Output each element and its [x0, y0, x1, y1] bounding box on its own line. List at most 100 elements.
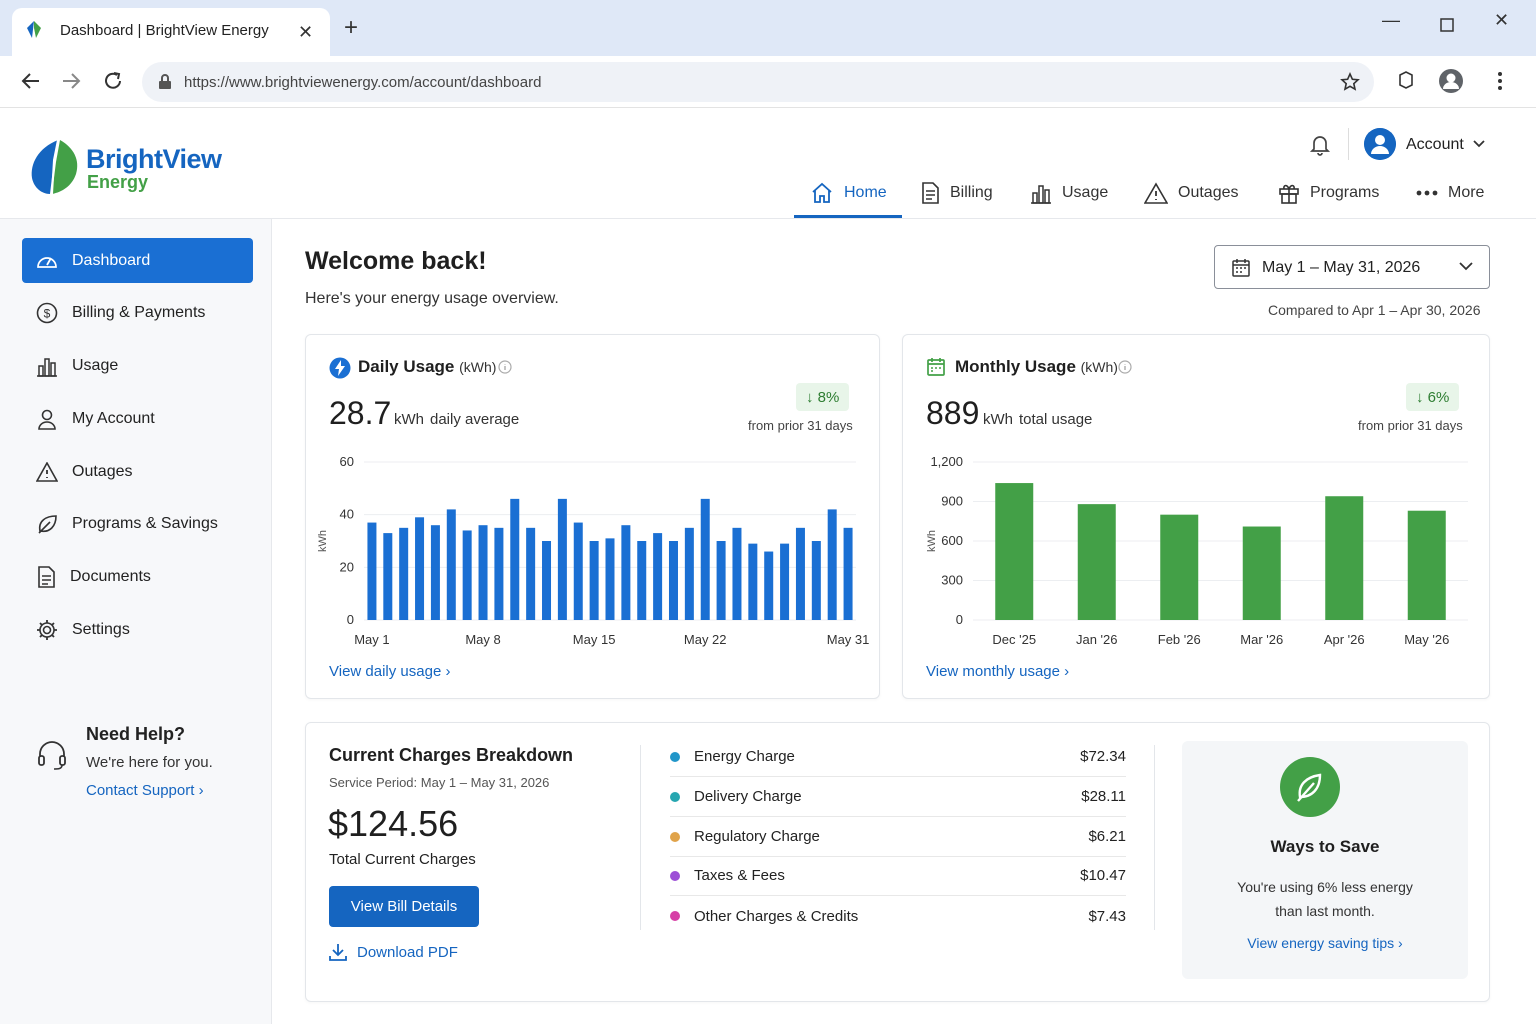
charge-name: Energy Charge [694, 748, 795, 765]
back-icon[interactable] [20, 70, 42, 92]
nav-outages[interactable]: Outages [1144, 168, 1238, 218]
calendar-icon [1232, 259, 1250, 277]
info-icon[interactable] [1118, 360, 1132, 374]
contact-support-link[interactable]: Contact Support › [86, 782, 204, 799]
bar [843, 527, 853, 620]
x-tick-label: Dec '25 [992, 632, 1036, 647]
sidebar-item-outages[interactable]: Outages [22, 449, 253, 494]
menu-dots-icon[interactable] [1492, 70, 1508, 92]
download-pdf-link[interactable]: Download PDF [329, 943, 458, 961]
sidebar-item-settings[interactable]: Settings [22, 607, 253, 652]
home-icon [812, 182, 832, 203]
ways-to-save-panel: Ways to Save You're using 6% less energy… [1182, 741, 1468, 979]
sidebar-item-my-account[interactable]: My Account [22, 396, 253, 441]
notification-bell-icon[interactable] [1308, 132, 1332, 156]
bar [621, 525, 631, 620]
close-window-icon[interactable]: ✕ [1494, 10, 1510, 30]
avatar-icon[interactable] [1364, 128, 1396, 160]
sidebar-item-label: Dashboard [72, 251, 151, 269]
bar [1407, 510, 1446, 620]
leaf-icon [1280, 757, 1340, 817]
browser-tab[interactable]: Dashboard | BrightView Energy ✕ [12, 8, 330, 56]
account-menu-label[interactable]: Account [1406, 136, 1464, 153]
brightview-logo-icon[interactable] [28, 138, 82, 196]
sidebar-item-label: Usage [72, 356, 119, 374]
sidebar-item-dashboard[interactable]: Dashboard [22, 238, 253, 283]
extensions-icon[interactable] [1396, 70, 1416, 90]
nav-usage[interactable]: Usage [1030, 168, 1108, 218]
charge-row: Regulatory Charge $6.21 [670, 817, 1126, 857]
info-icon[interactable] [498, 360, 512, 374]
monthly-usage-title: Monthly Usage (kWh) [955, 357, 1118, 377]
monthly-total-unit: kWh [983, 411, 1013, 428]
header-divider [1348, 128, 1349, 160]
energy-tips-link[interactable]: View energy saving tips › [1247, 935, 1403, 951]
nav-billing[interactable]: Billing [920, 168, 993, 218]
y-axis-label: kWh [317, 530, 329, 552]
bar [510, 498, 520, 620]
bar [1160, 514, 1199, 620]
user-icon [38, 409, 56, 430]
charge-amount: $72.34 [1080, 748, 1126, 765]
reload-icon[interactable] [102, 70, 124, 92]
bar [446, 509, 456, 620]
arrow-down-icon: ↓ [1416, 388, 1428, 406]
monthly-total-value: 889 [926, 395, 980, 431]
minimize-icon[interactable]: — [1382, 10, 1400, 30]
sidebar-item-documents[interactable]: Documents [22, 554, 253, 599]
page-subtitle: Here's your energy usage overview. [305, 290, 559, 307]
bar [494, 527, 504, 620]
nav-more[interactable]: More [1416, 168, 1484, 218]
monthly-usage-chart: 0 300 600 900 1,200 kWh Dec '25 Jan '26 Feb '26 M… [926, 454, 1468, 647]
chevron-down-icon[interactable] [1473, 140, 1485, 148]
new-tab-icon[interactable]: + [344, 14, 359, 41]
daily-usage-unit: (kWh) [459, 359, 497, 375]
maximize-icon[interactable] [1440, 18, 1454, 32]
date-range-select[interactable]: May 1 – May 31, 2026 [1214, 245, 1490, 289]
bookmark-star-icon[interactable] [1340, 72, 1360, 92]
y-tick-label: 900 [941, 494, 963, 509]
nav-home[interactable]: Home [810, 168, 887, 218]
view-bill-details-button[interactable]: View Bill Details [329, 886, 479, 927]
document-icon [38, 565, 55, 588]
lightning-icon [329, 357, 351, 379]
address-bar[interactable]: https://www.brightviewenergy.com/account… [142, 62, 1374, 102]
profile-icon[interactable] [1438, 68, 1464, 94]
view-monthly-usage-link[interactable]: View monthly usage › [926, 663, 1070, 680]
service-period: Service Period: May 1 – May 31, 2026 [329, 775, 550, 790]
warning-icon [36, 461, 58, 482]
bar [526, 527, 536, 620]
bar-chart-icon [37, 357, 57, 377]
nav-programs[interactable]: Programs [1278, 168, 1379, 218]
sidebar-item-label: Outages [72, 462, 133, 480]
charges-title: Current Charges Breakdown [329, 745, 574, 765]
document-icon [922, 182, 939, 204]
x-tick-label: May '26 [1404, 632, 1449, 647]
forward-icon[interactable] [60, 70, 82, 92]
sidebar-item-usage[interactable]: Usage [22, 343, 253, 388]
divider [640, 745, 641, 930]
download-icon [329, 944, 347, 961]
monthly-trend-value: 6% [1427, 388, 1450, 406]
help-subtitle: We're here for you. [86, 754, 213, 771]
gauge-icon [37, 256, 57, 268]
bar [748, 543, 758, 620]
monthly-trend-sub: from prior 31 days [1358, 418, 1463, 433]
charge-amount: $6.21 [1088, 828, 1126, 845]
x-tick-label: Jan '26 [1076, 632, 1118, 647]
x-tick-label: May 15 [573, 632, 616, 647]
bar [1242, 526, 1281, 620]
tab-close-icon[interactable]: ✕ [298, 22, 314, 42]
sidebar-item-billing[interactable]: $ Billing & Payments [22, 290, 253, 335]
dollar-icon: $ [36, 302, 58, 323]
daily-usage-title: Daily Usage (kWh) [358, 357, 496, 377]
sidebar-item-programs[interactable]: Programs & Savings [22, 501, 253, 546]
date-range-value: May 1 – May 31, 2026 [1262, 259, 1421, 276]
x-tick-label: May 22 [684, 632, 727, 647]
sidebar-item-label: Documents [70, 567, 151, 585]
nav-usage-label: Usage [1062, 184, 1109, 201]
view-daily-usage-link[interactable]: View daily usage › [329, 663, 451, 680]
svg-text:$: $ [44, 306, 51, 320]
favicon-icon [27, 21, 41, 38]
charge-color-dot [670, 751, 680, 762]
